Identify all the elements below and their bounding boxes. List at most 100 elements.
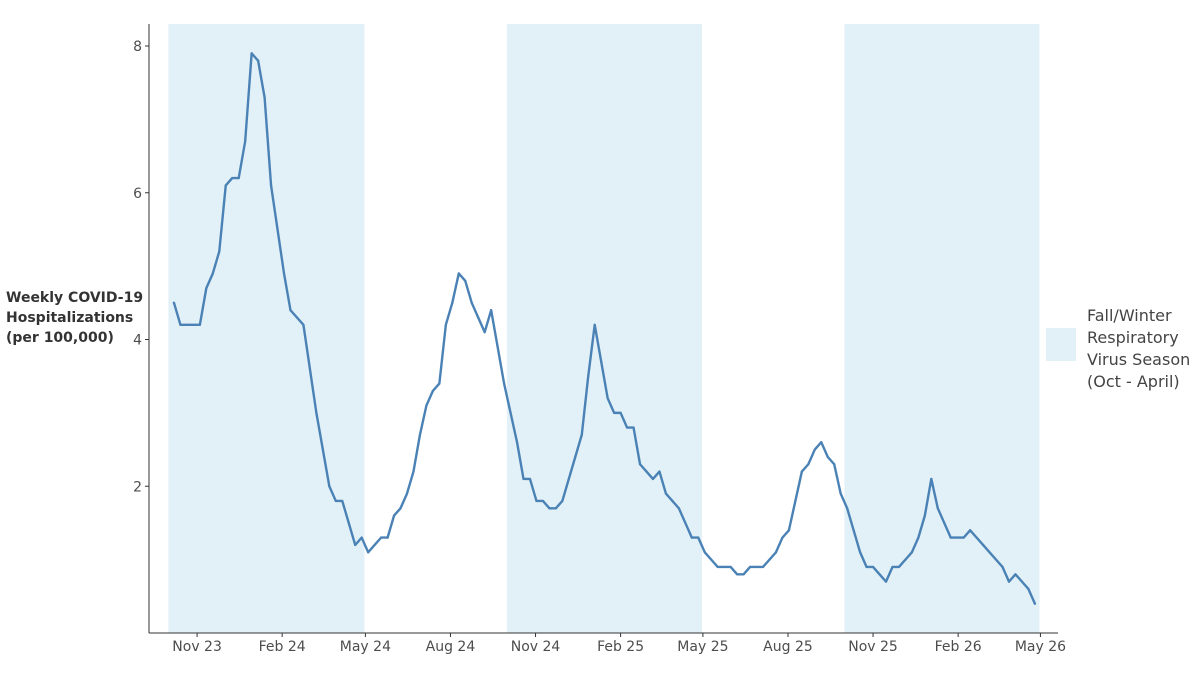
legend-label-line-3: Virus Season — [1087, 350, 1191, 369]
data-point — [729, 565, 732, 569]
data-point — [956, 536, 959, 539]
data-point — [748, 565, 752, 569]
data-point — [923, 514, 926, 517]
data-point — [470, 301, 473, 304]
data-point — [600, 360, 603, 363]
data-point — [1007, 580, 1011, 583]
data-point — [302, 323, 305, 326]
data-point — [231, 176, 234, 180]
x-tick-label: Feb 25 — [597, 639, 644, 655]
data-point — [496, 345, 499, 348]
legend-swatch — [1046, 328, 1076, 361]
data-point — [969, 529, 972, 532]
data-point — [380, 536, 383, 539]
data-point — [684, 521, 687, 525]
x-tick-label: Nov 24 — [511, 639, 561, 655]
y-axis-title-line-3: (per 100,000) — [6, 330, 114, 346]
data-point — [703, 551, 706, 554]
data-point — [742, 573, 745, 576]
data-point — [412, 470, 415, 473]
data-point — [820, 441, 823, 444]
data-point — [425, 404, 428, 407]
data-point — [761, 565, 765, 569]
data-point — [904, 558, 907, 561]
legend-label-line-2: Respiratory — [1087, 328, 1179, 347]
data-point — [878, 573, 881, 576]
data-point — [593, 323, 596, 326]
data-point — [638, 463, 642, 466]
data-point — [386, 536, 389, 539]
data-point — [328, 485, 331, 488]
data-point — [347, 521, 350, 525]
data-point — [671, 499, 674, 503]
data-point — [826, 455, 829, 458]
y-tick-label: 6 — [133, 186, 142, 202]
data-point — [658, 470, 661, 473]
data-point — [405, 492, 409, 495]
season-bands — [168, 24, 1040, 633]
x-tick-label: May 26 — [1015, 639, 1066, 655]
data-point — [483, 331, 486, 334]
data-point — [360, 536, 363, 539]
data-point — [781, 536, 784, 539]
y-tick-label: 2 — [133, 479, 142, 495]
data-point — [205, 287, 208, 290]
y-tick-label: 8 — [133, 39, 142, 55]
y-tick-label: 4 — [133, 333, 142, 349]
data-point — [1033, 602, 1036, 605]
data-point — [218, 250, 221, 253]
data-point — [257, 59, 260, 62]
data-point — [392, 514, 396, 517]
legend-label-line-1: Fall/Winter — [1087, 306, 1172, 325]
data-point — [502, 382, 506, 385]
data-point — [289, 309, 292, 312]
data-point — [561, 499, 564, 503]
data-point — [548, 507, 551, 510]
y-axis-title: Weekly COVID-19 Hospitalizations (per 10… — [6, 288, 146, 348]
data-point — [567, 477, 570, 481]
x-tick-label: Aug 24 — [426, 639, 476, 655]
data-point — [632, 426, 635, 429]
data-point — [1001, 565, 1004, 569]
data-point — [444, 323, 447, 326]
data-point — [723, 565, 726, 569]
data-point — [587, 375, 590, 378]
data-point — [250, 52, 253, 55]
data-point — [179, 323, 182, 326]
data-point — [736, 573, 739, 576]
season-band-2 — [506, 24, 702, 633]
data-point — [625, 426, 629, 429]
season-band-3 — [844, 24, 1040, 633]
data-point — [833, 463, 836, 466]
data-point — [224, 184, 227, 187]
data-point — [457, 272, 460, 275]
data-point — [185, 323, 189, 326]
data-point — [554, 507, 557, 510]
data-point — [334, 499, 337, 503]
data-point — [321, 448, 324, 451]
data-point — [651, 477, 655, 481]
data-point — [418, 433, 422, 436]
data-point — [982, 543, 985, 547]
data-point — [910, 551, 913, 554]
data-point — [308, 367, 311, 370]
data-point — [962, 536, 965, 539]
data-point — [891, 565, 894, 569]
series-line-path — [172, 52, 1037, 605]
data-point — [399, 507, 402, 510]
data-point — [172, 301, 176, 304]
data-point — [943, 521, 946, 525]
data-point — [282, 272, 286, 275]
data-point — [541, 499, 545, 503]
x-ticks: Nov 23 Feb 24 May 24 Aug 24 Nov 24 Feb 25 May … — [172, 633, 1066, 655]
y-axis-title-line-2: Hospitalizations — [6, 310, 134, 326]
legend-label: Fall/Winter Respiratory Virus Season (Oc… — [1087, 305, 1190, 393]
data-point — [794, 499, 797, 503]
data-point — [580, 433, 583, 436]
data-point — [930, 477, 933, 481]
data-point — [697, 536, 700, 539]
data-point — [477, 316, 480, 319]
data-point — [1014, 573, 1017, 576]
data-point — [354, 543, 357, 547]
